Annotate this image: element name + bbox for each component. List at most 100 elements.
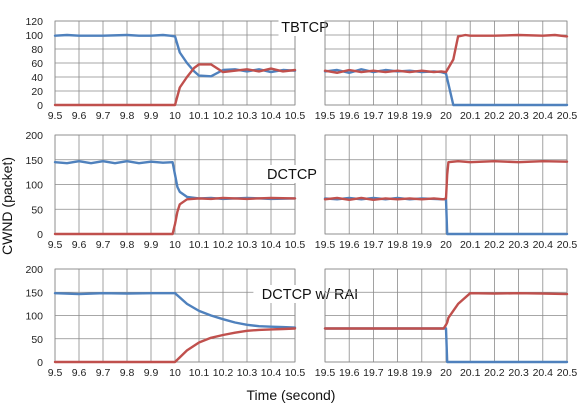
series-line-2 bbox=[53, 63, 297, 107]
panel-5: 9.5 9.6 9.7 9.8 9.9 10 10.1 10.2 10.3 10.4 10.5 0 50… bbox=[25, 264, 367, 379]
x-tick-label: 10.1 bbox=[189, 239, 210, 251]
x-tick-label: 9.7 bbox=[96, 110, 111, 122]
y-tick-label: 100 bbox=[25, 180, 43, 192]
x-tick-label: 20.4 bbox=[533, 239, 554, 251]
y-tick-label: 0 bbox=[37, 100, 43, 112]
x-tick-label: 10.3 bbox=[237, 239, 258, 251]
series-line-2 bbox=[323, 33, 569, 75]
x-tick-label: 10.5 bbox=[285, 367, 306, 379]
x-tick-label: 9.9 bbox=[144, 367, 159, 379]
y-tick-label: 100 bbox=[25, 30, 43, 42]
x-tick-label: 9.6 bbox=[72, 367, 87, 379]
panel-1: 9.5 9.6 9.7 9.8 9.9 10 10.1 10.2 10.3 10.4 10.5 0 20… bbox=[25, 16, 332, 122]
x-tick-label: 10 bbox=[169, 367, 181, 379]
y-tick-label: 50 bbox=[31, 204, 43, 216]
series-line-2 bbox=[53, 327, 297, 364]
panel-4: 19.5 19.6 19.7 19.8 19.9 20 20.1 20.2 20.3 20.4 20… bbox=[315, 134, 578, 251]
y-tick-label: 0 bbox=[37, 229, 43, 241]
x-tick-label: 20.4 bbox=[533, 367, 554, 379]
x-tick-label: 9.5 bbox=[48, 239, 63, 251]
x-tick-label: 9.6 bbox=[72, 239, 87, 251]
x-tick-label: 19.9 bbox=[412, 239, 433, 251]
y-tick-label: 20 bbox=[31, 86, 43, 98]
series-line-2 bbox=[323, 292, 569, 330]
x-tick-label: 20 bbox=[440, 239, 452, 251]
x-tick-label: 19.8 bbox=[387, 110, 408, 122]
x-tick-label: 10.5 bbox=[285, 110, 306, 122]
x-tick-label: 9.8 bbox=[120, 110, 135, 122]
x-tick-label: 20.3 bbox=[508, 110, 529, 122]
series-line-2 bbox=[53, 196, 297, 236]
x-tick-label: 19.5 bbox=[315, 110, 336, 122]
x-tick-label: 10.2 bbox=[213, 110, 234, 122]
x-tick-label: 20.3 bbox=[508, 367, 529, 379]
series-line-1 bbox=[53, 292, 297, 329]
y-tick-label: 80 bbox=[31, 44, 43, 56]
y-tick-label: 150 bbox=[25, 155, 43, 167]
x-tick-label: 10.4 bbox=[261, 110, 282, 122]
x-tick-label: 9.5 bbox=[48, 367, 63, 379]
x-tick-label: 20.4 bbox=[533, 110, 554, 122]
y-tick-label: 60 bbox=[31, 58, 43, 70]
x-tick-label: 9.5 bbox=[48, 110, 63, 122]
x-tick-label: 9.8 bbox=[120, 239, 135, 251]
x-tick-label: 20.2 bbox=[484, 239, 505, 251]
series-line-1 bbox=[323, 196, 569, 236]
x-tick-label: 20.2 bbox=[484, 110, 505, 122]
x-tick-label: 19.5 bbox=[315, 239, 336, 251]
x-tick-label: 19.7 bbox=[363, 110, 384, 122]
panel-title: DCTCP w/ RAI bbox=[262, 287, 358, 303]
x-tick-label: 19.8 bbox=[387, 239, 408, 251]
x-tick-label: 10 bbox=[169, 110, 181, 122]
y-tick-label: 40 bbox=[31, 72, 43, 84]
x-tick-label: 9.7 bbox=[96, 367, 111, 379]
x-axis-label: Time (second) bbox=[247, 387, 336, 403]
x-tick-label: 10.4 bbox=[261, 239, 282, 251]
x-tick-label: 9.7 bbox=[96, 239, 111, 251]
x-tick-label: 20.2 bbox=[484, 367, 505, 379]
x-tick-label: 20.5 bbox=[557, 110, 578, 122]
x-tick-label: 10.3 bbox=[237, 367, 258, 379]
x-tick-label: 19.8 bbox=[387, 367, 408, 379]
x-tick-label: 20 bbox=[440, 110, 452, 122]
x-tick-label: 10.1 bbox=[189, 110, 210, 122]
plot-frame bbox=[54, 134, 296, 235]
plot-frame bbox=[324, 20, 568, 106]
panel-2: 19.5 19.6 19.7 19.8 19.9 20 20.1 20.2 20.3 20.4 20… bbox=[315, 20, 578, 122]
y-tick-label: 50 bbox=[31, 334, 43, 346]
y-tick-label: 200 bbox=[25, 264, 43, 276]
x-tick-label: 20.3 bbox=[508, 239, 529, 251]
panel-3: 9.5 9.6 9.7 9.8 9.9 10 10.1 10.2 10.3 10.4 10.5 0 50… bbox=[25, 130, 319, 251]
x-tick-label: 19.7 bbox=[363, 367, 384, 379]
x-tick-label: 9.6 bbox=[72, 110, 87, 122]
y-tick-label: 150 bbox=[25, 287, 43, 299]
x-tick-label: 19.9 bbox=[412, 110, 433, 122]
panel-title: TBTCP bbox=[281, 20, 329, 36]
x-tick-label: 19.9 bbox=[412, 367, 433, 379]
y-tick-label: 100 bbox=[25, 311, 43, 323]
x-tick-label: 19.6 bbox=[339, 239, 360, 251]
x-tick-label: 10.2 bbox=[213, 367, 234, 379]
x-tick-label: 10.3 bbox=[237, 110, 258, 122]
x-tick-label: 9.9 bbox=[144, 110, 159, 122]
x-tick-label: 20.1 bbox=[460, 367, 481, 379]
x-tick-label: 9.8 bbox=[120, 367, 135, 379]
y-tick-label: 200 bbox=[25, 130, 43, 142]
panel-title-backing bbox=[253, 285, 367, 303]
x-tick-label: 19.6 bbox=[339, 110, 360, 122]
x-tick-label: 19.6 bbox=[339, 367, 360, 379]
panel-title-backing bbox=[265, 165, 319, 183]
y-tick-label: 0 bbox=[37, 357, 43, 369]
panel-6: 19.5 19.6 19.7 19.8 19.9 20 20.1 20.2 20.3 20.4 20… bbox=[315, 268, 578, 379]
y-tick-label: 120 bbox=[25, 16, 43, 28]
x-tick-label: 20 bbox=[440, 367, 452, 379]
x-tick-label: 19.7 bbox=[363, 239, 384, 251]
x-tick-label: 10 bbox=[169, 239, 181, 251]
series-line-2 bbox=[323, 159, 569, 202]
x-tick-label: 19.5 bbox=[315, 367, 336, 379]
y-axis-label: CWND (packet) bbox=[0, 157, 15, 255]
x-tick-label: 20.5 bbox=[557, 239, 578, 251]
x-tick-label: 20.5 bbox=[557, 367, 578, 379]
x-tick-label: 9.9 bbox=[144, 239, 159, 251]
